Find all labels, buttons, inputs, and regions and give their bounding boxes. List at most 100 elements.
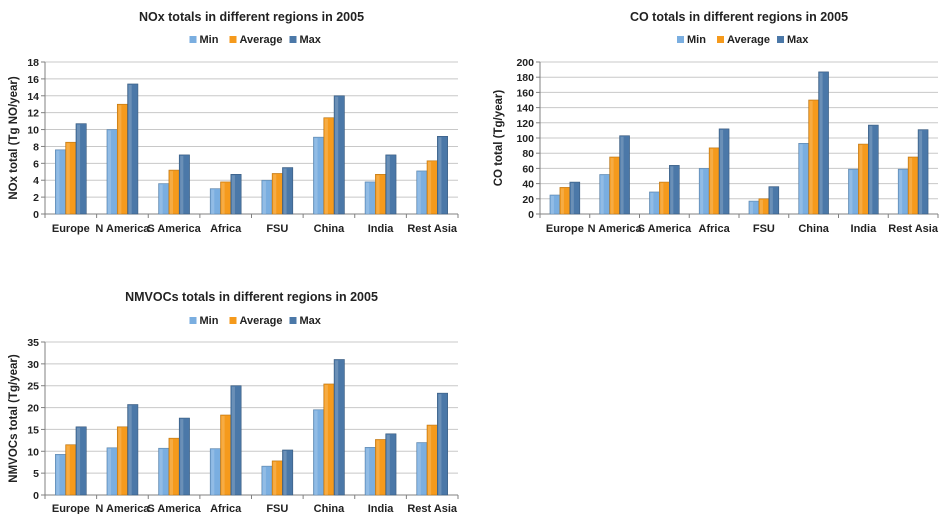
legend-label-average: Average xyxy=(240,34,283,46)
y-tick-label: 35 xyxy=(27,337,39,349)
bar-max-africa xyxy=(718,128,730,215)
bar-highlight xyxy=(376,175,380,214)
bar-highlight xyxy=(283,450,287,495)
bar-highlight xyxy=(899,170,903,214)
legend: Min Average Max xyxy=(677,34,809,46)
y-tick-label: 25 xyxy=(27,381,39,393)
bar-highlight xyxy=(849,170,853,214)
bar-highlight xyxy=(231,175,235,214)
bar-highlight xyxy=(66,143,70,214)
x-tick-label: Africa xyxy=(210,503,242,514)
y-tick-label: 12 xyxy=(27,108,39,120)
y-tick-label: 0 xyxy=(528,209,534,221)
legend-label-min: Min xyxy=(200,34,219,46)
legend: Min Average Max xyxy=(189,315,322,327)
bar-max-africa xyxy=(230,174,242,215)
bar-highlight xyxy=(221,416,225,495)
bar-highlight xyxy=(211,449,215,495)
y-tick-label: 15 xyxy=(27,424,39,436)
legend-label-min: Min xyxy=(200,315,219,327)
x-tick-label: Europe xyxy=(52,503,90,514)
x-tick-label: China xyxy=(314,503,345,514)
bar-highlight xyxy=(128,405,132,495)
y-axis-label: CO total (Tg/year) xyxy=(493,90,505,187)
chart-title: CO totals in different regions in 2005 xyxy=(630,10,848,24)
bar-highlight xyxy=(56,455,60,495)
legend-swatch-min xyxy=(189,317,197,324)
x-tick-label: Africa xyxy=(699,223,731,235)
y-tick-label: 140 xyxy=(516,103,534,115)
legend-swatch-average xyxy=(229,36,237,43)
bar-highlight xyxy=(335,360,339,495)
bar-highlight xyxy=(660,183,664,214)
bar-highlight xyxy=(560,188,564,214)
chart-title: NOx totals in different regions in 2005 xyxy=(139,10,364,24)
y-tick-label: 2 xyxy=(33,192,39,204)
y-tick-label: 6 xyxy=(33,158,39,170)
bar-highlight xyxy=(107,448,112,495)
bar-highlight xyxy=(56,150,60,214)
x-tick-label: India xyxy=(368,503,395,514)
chart-title: NMVOCs totals in different regions in 20… xyxy=(125,290,378,304)
bar-highlight xyxy=(180,419,184,495)
y-tick-label: 4 xyxy=(33,175,39,187)
legend-label-min: Min xyxy=(687,34,706,46)
bar-highlight xyxy=(118,105,122,214)
bar-highlight xyxy=(550,196,554,214)
bar-max-rest-asia xyxy=(917,129,929,215)
bar-highlight xyxy=(620,136,624,214)
bar-highlight xyxy=(700,169,704,214)
y-tick-label: 120 xyxy=(516,118,534,130)
nmvocs-chart: NMVOCs totals in different regions in 20… xyxy=(8,290,459,514)
y-tick-label: 180 xyxy=(516,72,534,84)
co-chart: CO totals in different regions in 2005 Mi… xyxy=(493,10,939,235)
bar-highlight xyxy=(417,171,421,214)
legend-label-average: Average xyxy=(240,315,283,327)
x-tick-label: S America xyxy=(147,503,201,514)
bar-max-s-america xyxy=(669,165,680,215)
bar-highlight xyxy=(438,394,442,495)
bar-highlight xyxy=(710,148,714,214)
bar-max-n-america xyxy=(127,83,139,215)
x-tick-label: China xyxy=(314,223,345,235)
bar-highlight xyxy=(169,439,173,495)
bar-highlight xyxy=(819,72,823,214)
bar-highlight xyxy=(859,145,863,214)
bar-highlight xyxy=(231,386,235,495)
x-tick-label: India xyxy=(851,223,878,235)
bar-highlight xyxy=(670,166,674,214)
legend-label-max: Max xyxy=(300,34,322,46)
legend-label-max: Max xyxy=(300,315,322,327)
y-axis-label: NMVOCs total (Tg/year) xyxy=(8,354,20,483)
bar-max-europe xyxy=(75,426,87,496)
bar-highlight xyxy=(799,144,803,214)
bar-highlight xyxy=(324,118,328,214)
bar-highlight xyxy=(759,199,763,214)
bar-highlight xyxy=(650,192,654,214)
bar-highlight xyxy=(169,171,173,214)
y-tick-label: 8 xyxy=(33,141,39,153)
y-tick-label: 200 xyxy=(516,57,534,69)
bar-highlight xyxy=(324,384,328,495)
bar-highlight xyxy=(262,467,266,495)
bar-highlight xyxy=(909,158,913,214)
bar-max-india xyxy=(385,154,397,215)
x-tick-label: N America xyxy=(588,223,643,235)
bar-max-europe xyxy=(569,181,581,215)
y-tick-label: 5 xyxy=(33,468,39,480)
x-tick-label: Africa xyxy=(210,223,242,235)
legend-swatch-max xyxy=(289,36,297,43)
nox-chart: NOx totals in different regions in 2005 M… xyxy=(8,10,459,235)
bar-highlight xyxy=(720,129,724,214)
bar-highlight xyxy=(809,101,813,214)
y-tick-label: 10 xyxy=(27,125,39,137)
bar-highlight xyxy=(221,182,225,214)
bar-highlight xyxy=(335,96,339,214)
bar-highlight xyxy=(66,445,70,495)
bar-highlight xyxy=(180,155,184,214)
x-tick-label: Rest Asia xyxy=(407,503,458,514)
bar-highlight xyxy=(118,427,122,495)
x-tick-label: Rest Asia xyxy=(888,223,939,235)
bar-highlight xyxy=(438,137,442,214)
x-tick-label: India xyxy=(368,223,395,235)
